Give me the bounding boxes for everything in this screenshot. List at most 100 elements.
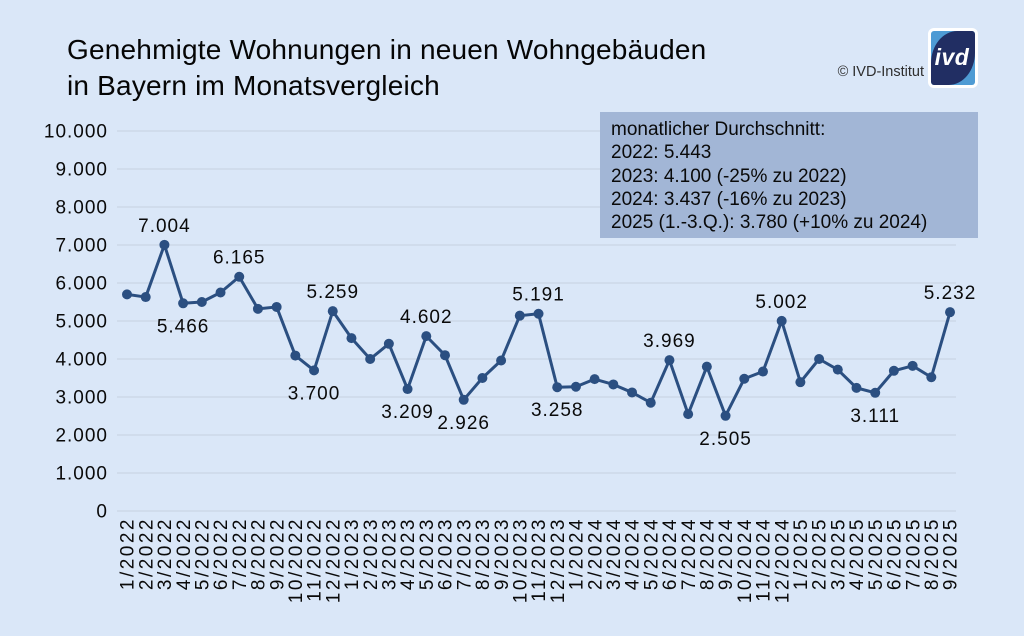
data-point-marker: [383, 338, 394, 349]
data-point-marker: [178, 298, 189, 309]
data-point-marker: [290, 350, 301, 361]
data-point-marker: [608, 379, 619, 390]
data-point-marker: [309, 365, 320, 376]
y-tick-label: 3.000: [55, 388, 108, 409]
y-tick-label: 5.000: [55, 312, 108, 333]
data-point-marker: [215, 287, 226, 298]
y-tick-label: 9.000: [55, 160, 108, 181]
data-point-marker: [477, 373, 488, 383]
x-tick-label: 6/2022: [211, 517, 232, 590]
x-tick-label: 2/2022: [136, 517, 157, 590]
y-tick-label: 1.000: [55, 464, 108, 485]
x-tick-label: 9/2025: [941, 517, 962, 590]
x-tick-label: 8/2023: [473, 517, 494, 590]
data-point-marker: [739, 373, 750, 384]
x-tick-label: 11/2024: [754, 517, 775, 602]
data-point-marker: [776, 315, 787, 326]
x-tick-label: 4/2025: [847, 517, 868, 590]
x-tick-label: 3/2023: [380, 517, 401, 590]
data-point-marker: [421, 331, 432, 342]
x-tick-label: 1/2025: [791, 517, 812, 590]
data-point-label: 3.209: [381, 402, 434, 423]
x-tick-label: 2/2023: [361, 517, 382, 590]
data-point-marker: [140, 292, 151, 303]
data-point-marker: [196, 297, 207, 307]
x-tick-label: 2/2025: [810, 517, 831, 590]
data-point-label: 3.700: [288, 383, 341, 404]
legend-line: 2023: 4.100 (-25% zu 2022): [611, 165, 847, 187]
chart-title-line2: in Bayern im Monatsvergleich: [67, 70, 440, 101]
data-point-label: 5.466: [157, 316, 210, 337]
x-tick-label: 10/2024: [735, 517, 756, 603]
x-tick-label: 7/2023: [454, 517, 475, 590]
data-point-label: 3.258: [531, 400, 584, 421]
x-tick-label: 10/2023: [510, 517, 531, 603]
y-tick-label: 6.000: [55, 274, 108, 295]
x-tick-label: 12/2022: [323, 517, 344, 603]
data-point-marker: [159, 239, 170, 250]
branding: © IVD-Institut ivd: [838, 28, 978, 88]
data-point-marker: [851, 382, 862, 393]
y-tick-label: 10.000: [44, 122, 108, 143]
data-point-marker: [945, 307, 956, 318]
x-tick-label: 7/2024: [679, 517, 700, 590]
x-tick-label: 3/2025: [828, 517, 849, 590]
data-point-marker: [496, 355, 507, 366]
x-tick-label: 4/2024: [623, 517, 644, 590]
legend-line: 2024: 3.437 (-16% zu 2023): [611, 188, 847, 210]
data-point-label: 4.602: [400, 307, 453, 328]
y-tick-label: 7.000: [55, 236, 108, 257]
data-point-marker: [870, 387, 881, 398]
data-point-marker: [814, 354, 825, 364]
x-tick-label: 5/2024: [641, 517, 662, 590]
x-tick-label: 7/2025: [903, 517, 924, 590]
chart-title-line1: Genehmigte Wohnungen in neuen Wohngebäud…: [67, 34, 707, 65]
data-point-marker: [701, 361, 712, 372]
data-point-marker: [271, 301, 282, 312]
data-point-label: 2.505: [699, 429, 752, 450]
y-tick-label: 0: [96, 502, 108, 523]
data-point-marker: [552, 382, 563, 393]
y-tick-label: 4.000: [55, 350, 108, 371]
data-point-marker: [327, 306, 338, 317]
data-point-marker: [645, 397, 656, 408]
x-tick-label: 1/2024: [567, 517, 588, 590]
data-point-marker: [664, 355, 675, 366]
x-tick-label: 10/2022: [286, 517, 307, 603]
x-tick-label: 9/2023: [492, 517, 513, 590]
data-point-marker: [757, 366, 768, 377]
x-tick-label: 8/2022: [249, 517, 270, 590]
data-point-marker: [832, 364, 843, 375]
data-point-marker: [720, 410, 731, 421]
data-point-label: 2.926: [437, 413, 490, 434]
data-point-label: 5.232: [924, 283, 977, 304]
x-tick-label: 3/2024: [604, 517, 625, 590]
data-point-label: 5.002: [755, 292, 808, 313]
x-tick-label: 12/2023: [548, 517, 569, 603]
data-point-marker: [365, 354, 376, 364]
x-tick-label: 9/2022: [267, 517, 288, 590]
data-point-marker: [795, 377, 806, 388]
x-tick-label: 8/2025: [922, 517, 943, 590]
data-point-label: 5.259: [306, 282, 359, 303]
data-point-marker: [234, 271, 245, 282]
data-point-marker: [926, 372, 937, 383]
x-tick-label: 5/2025: [866, 517, 887, 590]
legend-line: 2025 (1.-3.Q.): 3.780 (+10% zu 2024): [611, 212, 928, 234]
data-point-marker: [888, 365, 899, 376]
data-point-label: 3.111: [850, 406, 900, 427]
x-tick-label: 2/2024: [585, 517, 606, 590]
x-tick-label: 6/2024: [660, 517, 681, 590]
data-point-marker: [402, 384, 413, 395]
legend-line: monatlicher Durchschnitt:: [611, 119, 826, 140]
ivd-logo-text: ivd: [934, 43, 970, 70]
data-point-marker: [346, 333, 357, 344]
chart-title: Genehmigte Wohnungen in neuen Wohngebäud…: [67, 32, 706, 104]
data-point-marker: [122, 289, 132, 300]
y-tick-label: 2.000: [55, 426, 108, 447]
x-tick-label: 12/2024: [772, 517, 793, 603]
data-point-marker: [439, 350, 450, 361]
x-tick-label: 1/2023: [342, 517, 363, 590]
